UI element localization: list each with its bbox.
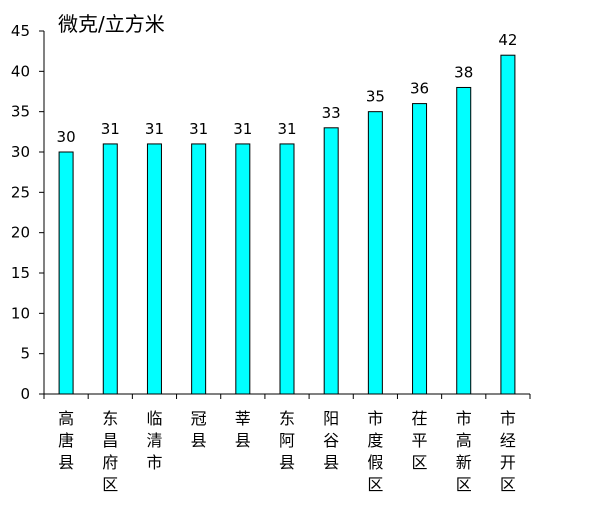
- category-label: 市高新区: [456, 409, 472, 494]
- bar: [412, 103, 428, 395]
- bar: [191, 143, 207, 395]
- y-tick-label: 20: [11, 224, 30, 242]
- data-label: 30: [57, 128, 76, 146]
- category-label: 临清市: [146, 409, 162, 472]
- bar: [235, 143, 251, 395]
- category-label: 茌平区: [412, 409, 428, 472]
- y-tick-label: 45: [11, 22, 30, 40]
- bar: [367, 111, 383, 395]
- category-label: 东阿县: [279, 409, 295, 472]
- data-label: 31: [145, 120, 164, 138]
- bar: [323, 127, 339, 395]
- category-label: 市度假区: [367, 409, 383, 494]
- bar: [279, 143, 295, 395]
- category-label: 莘县: [235, 409, 251, 450]
- bar: [500, 54, 516, 395]
- y-tick-label: 30: [11, 143, 30, 161]
- category-label: 市经开区: [500, 409, 516, 494]
- data-label: 42: [498, 31, 517, 49]
- data-label: 31: [233, 120, 252, 138]
- y-tick-label: 15: [11, 264, 30, 282]
- axes: 0 5 10 15 20 25 30 35 40 45: [11, 22, 531, 403]
- category-label: 阳谷县: [323, 409, 339, 472]
- bars: [58, 54, 516, 395]
- category-label: 冠县: [191, 409, 207, 450]
- bar: [58, 151, 74, 395]
- data-label: 33: [322, 104, 341, 122]
- y-tick-label: 10: [11, 304, 30, 322]
- bar: [146, 143, 162, 395]
- data-label: 31: [189, 120, 208, 138]
- y-tick-label: 40: [11, 62, 30, 80]
- labels: 30 高唐县 31 东昌府区 31 临清市 31 冠县 31 莘县 31 东阿县 33 阳谷县 35 市度假区…: [57, 31, 518, 494]
- data-label: 35: [366, 88, 385, 106]
- data-label: 31: [277, 120, 296, 138]
- data-label: 31: [101, 120, 120, 138]
- bar: [456, 86, 472, 395]
- category-label: 高唐县: [58, 409, 74, 472]
- bar: [102, 143, 118, 395]
- y-tick-label: 35: [11, 103, 30, 121]
- y-tick-label: 5: [20, 345, 30, 363]
- data-label: 36: [410, 80, 429, 98]
- data-label: 38: [454, 63, 473, 81]
- y-tick-label: 25: [11, 183, 30, 201]
- y-axis-unit-label: 微克/立方米: [58, 12, 165, 36]
- category-label: 东昌府区: [102, 409, 118, 494]
- y-tick-label: 0: [20, 385, 30, 403]
